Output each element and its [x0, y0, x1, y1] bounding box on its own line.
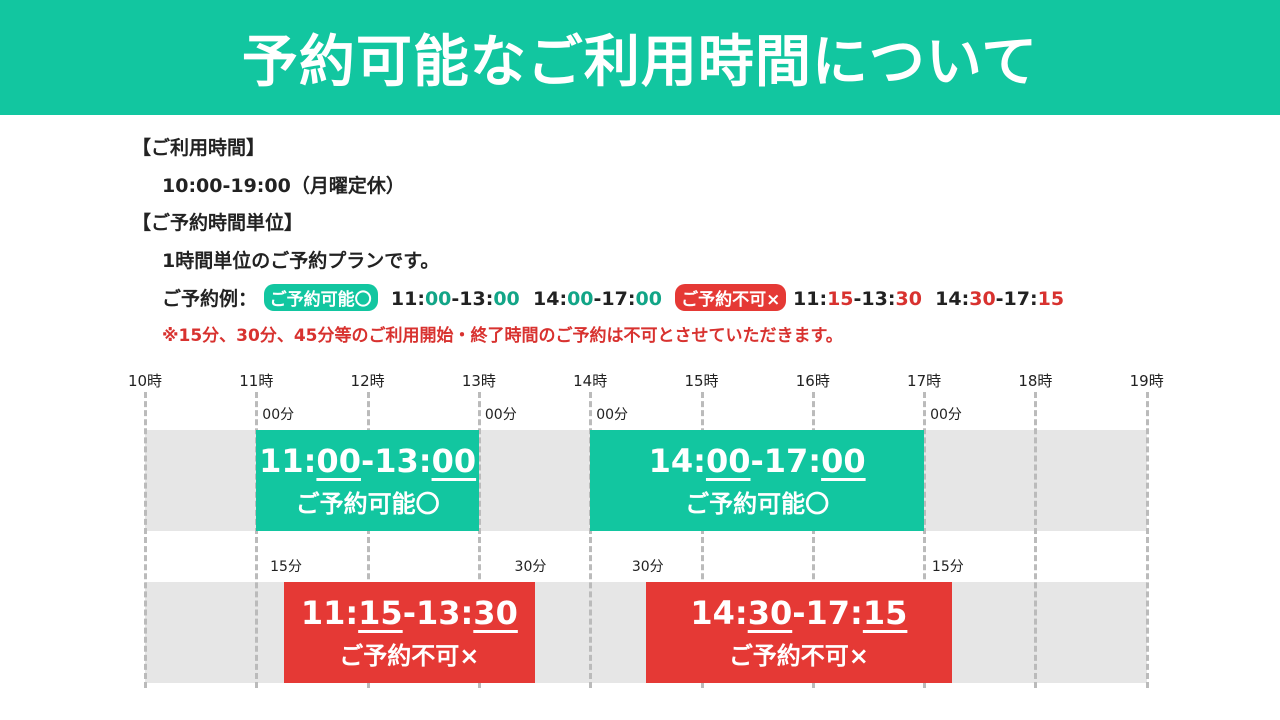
hour-gridline: [923, 392, 927, 688]
hour-label: 14時: [573, 372, 608, 390]
ok-example: 11:00-13:00: [390, 288, 520, 310]
page-title: 予約可能なご利用時間について: [241, 30, 1039, 95]
ng-example: 11:15-13:30: [793, 288, 922, 310]
start-minute-label: 00分: [596, 407, 629, 423]
header-banner: 予約可能なご利用時間について: [0, 0, 1280, 115]
ng-example: 14:30-17:15: [935, 288, 1065, 310]
hour-gridline: [589, 392, 593, 688]
unit-heading: 【ご予約時間単位】: [132, 212, 304, 234]
hour-label: 10時: [127, 372, 163, 390]
hour-label: 16時: [795, 372, 830, 390]
ok-badge: ご予約可能〇: [263, 284, 378, 311]
end-minute-label: 30分: [514, 559, 547, 575]
start-minute-label: 15分: [270, 559, 302, 575]
block-status: ご予約可能〇: [295, 490, 440, 518]
block-status: ご予約不可×: [728, 642, 869, 670]
ng-badge: ご予約不可×: [675, 284, 787, 311]
hour-gridline: [255, 392, 259, 688]
end-minute-label: 00分: [484, 407, 517, 423]
block-time: 11:00-13:00: [259, 442, 477, 480]
block-status: ご予約不可×: [339, 642, 480, 670]
unavailable-block: 11:15-13:30 ご予約不可×: [284, 582, 535, 683]
unit-value: 1時間単位のご予約プランです。: [162, 250, 440, 272]
hour-label: 13時: [461, 372, 496, 390]
hour-gridline: [477, 392, 481, 688]
hour-gridline: [144, 392, 147, 688]
block-time: 11:15-13:30: [300, 594, 518, 632]
hour-label: 18時: [1018, 372, 1053, 390]
note: ※15分、30分、45分等のご利用開始・終了時間のご予約は不可とさせていただきま…: [162, 326, 843, 346]
example-label: ご予約例：: [162, 288, 258, 310]
hour-gridline: [811, 392, 815, 688]
block-status: ご予約可能〇: [685, 490, 830, 518]
hour-label: 15時: [684, 372, 719, 390]
start-minute-label: 00分: [262, 407, 295, 423]
hours-value: 10:00-19:00（月曜定休）: [162, 175, 405, 197]
hour-label: 19時: [1129, 372, 1164, 390]
available-block: 14:00-17:00 ご予約可能〇: [590, 430, 925, 531]
hour-label: 11時: [239, 372, 274, 390]
unavailable-block: 14:30-17:15 ご予約不可×: [645, 582, 952, 683]
hour-gridline: [700, 392, 704, 688]
hour-label: 12時: [350, 372, 385, 390]
end-minute-label: 15分: [931, 559, 964, 575]
hours-heading: 【ご利用時間】: [132, 137, 266, 159]
hour-gridline: [1034, 392, 1038, 688]
hour-gridline: [1145, 392, 1149, 688]
hour-label: 17時: [907, 372, 942, 390]
start-minute-label: 30分: [631, 559, 664, 575]
available-block: 11:00-13:00 ご予約可能〇: [256, 430, 479, 531]
ok-example: 14:00-17:00: [533, 288, 662, 310]
end-minute-label: 00分: [930, 407, 962, 423]
example-row: ご予約例： ご予約可能〇 11:00-13:00 14:00-17:00 ご予約…: [162, 284, 1064, 311]
block-time: 14:30-17:15: [690, 594, 908, 632]
hour-gridline: [366, 392, 370, 688]
block-time: 14:00-17:00: [648, 442, 866, 480]
